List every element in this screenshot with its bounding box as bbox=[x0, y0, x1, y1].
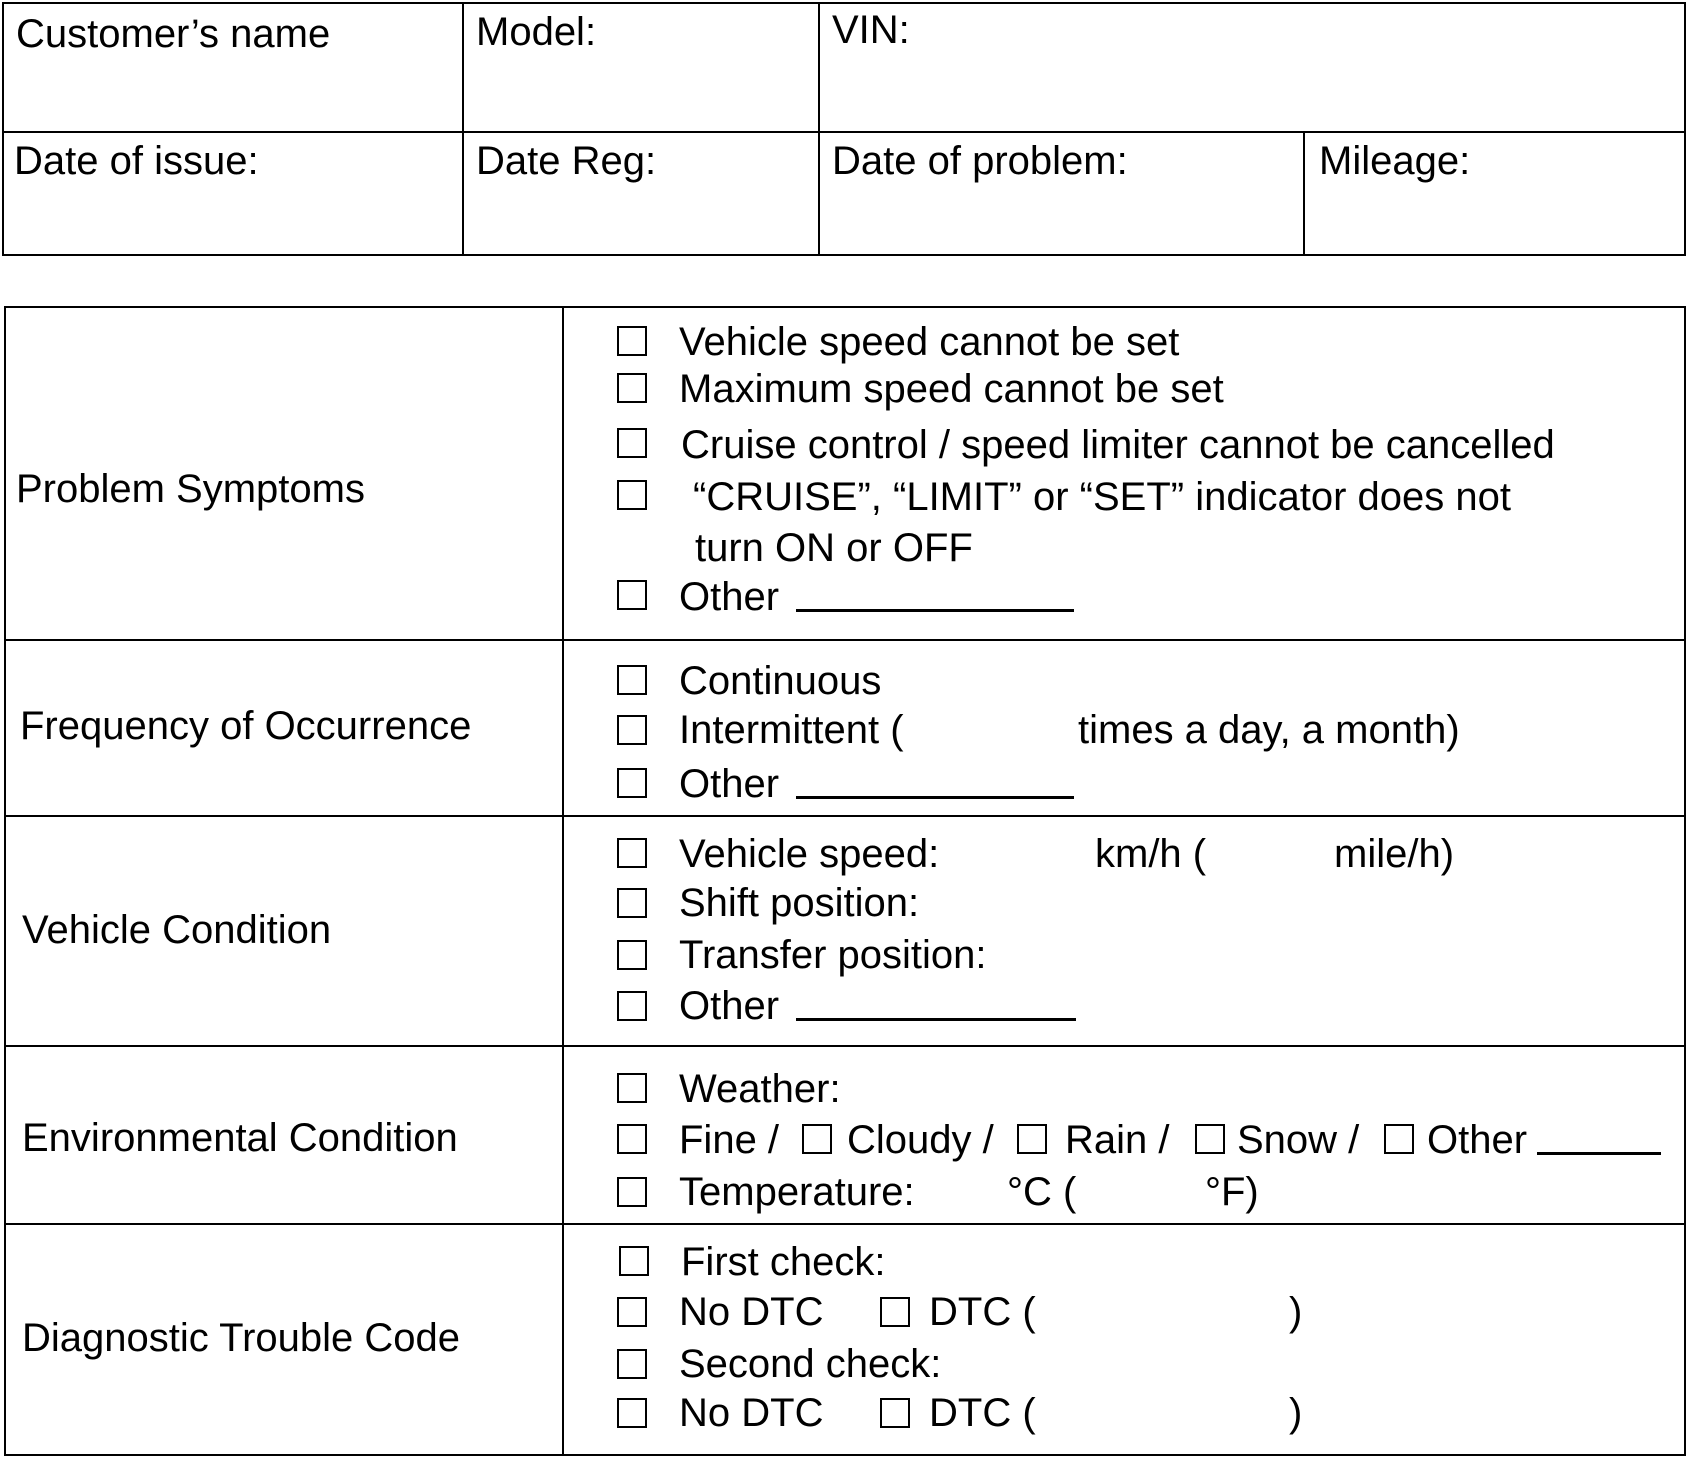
env-checkbox-temperature[interactable] bbox=[617, 1177, 647, 1207]
vehicle-checkbox-shift[interactable] bbox=[617, 888, 647, 918]
vehicle-speed-kmh: km/h ( bbox=[1095, 832, 1207, 876]
dtc-second-check: Second check: bbox=[679, 1342, 942, 1386]
env-checkbox-cloudy[interactable] bbox=[802, 1124, 832, 1154]
header-col-1 bbox=[462, 2, 464, 256]
row-divider-3 bbox=[4, 1045, 1686, 1047]
symptom-other-blank[interactable] bbox=[796, 609, 1074, 612]
vehicle-shift: Shift position: bbox=[679, 881, 920, 925]
symptom-item-1: Vehicle speed cannot be set bbox=[679, 320, 1180, 364]
frequency-checkbox-continuous[interactable] bbox=[617, 665, 647, 695]
dtc-checkbox-first-no-dtc[interactable] bbox=[617, 1297, 647, 1327]
date-of-issue-field[interactable]: Date of issue: bbox=[14, 139, 259, 183]
frequency-title: Frequency of Occurrence bbox=[20, 704, 472, 748]
header-divider bbox=[2, 131, 1686, 133]
symptom-item-4-cont: turn ON or OFF bbox=[695, 526, 973, 570]
dtc-first-check: First check: bbox=[681, 1240, 886, 1284]
env-other: Other bbox=[1427, 1118, 1528, 1162]
frequency-intermittent-unit: times a day, a month) bbox=[1078, 708, 1460, 752]
dtc-first-no-dtc: No DTC bbox=[679, 1290, 824, 1334]
dtc-checkbox-second-no-dtc[interactable] bbox=[617, 1398, 647, 1428]
env-other-blank[interactable] bbox=[1537, 1152, 1661, 1155]
dtc-first-dtc: DTC ( bbox=[929, 1290, 1036, 1334]
symptom-checkbox-4[interactable] bbox=[617, 480, 647, 510]
row-divider-1 bbox=[4, 639, 1686, 641]
header-col-3 bbox=[1303, 131, 1305, 256]
vehicle-checkbox-speed[interactable] bbox=[617, 838, 647, 868]
model-field[interactable]: Model: bbox=[476, 10, 597, 54]
customer-name-field[interactable]: Customer’s name bbox=[16, 12, 331, 56]
header-table bbox=[2, 2, 1686, 256]
checklist-table bbox=[4, 306, 1686, 1456]
mileage-field[interactable]: Mileage: bbox=[1319, 139, 1471, 183]
vehicle-speed: Vehicle speed: bbox=[679, 832, 940, 876]
date-reg-field[interactable]: Date Reg: bbox=[476, 139, 657, 183]
date-of-problem-field[interactable]: Date of problem: bbox=[832, 139, 1128, 183]
env-rain: Rain / bbox=[1065, 1118, 1170, 1162]
row-divider-4 bbox=[4, 1223, 1686, 1225]
dtc-checkbox-first-dtc[interactable] bbox=[880, 1297, 910, 1327]
vin-field[interactable]: VIN: bbox=[832, 8, 910, 52]
symptom-item-2: Maximum speed cannot be set bbox=[679, 367, 1224, 411]
frequency-other-blank[interactable] bbox=[796, 796, 1074, 799]
frequency-checkbox-other[interactable] bbox=[617, 768, 647, 798]
env-temperature: Temperature: bbox=[679, 1170, 915, 1214]
vehicle-checkbox-other[interactable] bbox=[617, 991, 647, 1021]
dtc-second-close-paren: ) bbox=[1289, 1391, 1303, 1435]
env-weather: Weather: bbox=[679, 1067, 841, 1111]
symptom-item-other: Other bbox=[679, 575, 780, 619]
vehicle-transfer: Transfer position: bbox=[679, 933, 987, 977]
symptom-item-3: Cruise control / speed limiter cannot be… bbox=[681, 423, 1555, 467]
env-cloudy: Cloudy / bbox=[847, 1118, 994, 1162]
vehicle-other: Other bbox=[679, 984, 780, 1028]
env-fine: Fine / bbox=[679, 1118, 780, 1162]
env-checkbox-rain[interactable] bbox=[1017, 1124, 1047, 1154]
vehicle-other-blank[interactable] bbox=[796, 1018, 1076, 1021]
vehicle-condition-title: Vehicle Condition bbox=[22, 908, 332, 952]
env-fahrenheit: °F) bbox=[1205, 1170, 1259, 1214]
env-checkbox-weather[interactable] bbox=[617, 1073, 647, 1103]
symptom-item-4: “CRUISE”, “LIMIT” or “SET” indicator doe… bbox=[693, 475, 1511, 519]
problem-symptoms-title: Problem Symptoms bbox=[16, 467, 365, 511]
dtc-title: Diagnostic Trouble Code bbox=[22, 1316, 461, 1360]
dtc-second-dtc: DTC ( bbox=[929, 1391, 1036, 1435]
vehicle-speed-mileh: mile/h) bbox=[1334, 832, 1455, 876]
frequency-continuous: Continuous bbox=[679, 659, 882, 703]
env-celsius: °C ( bbox=[1007, 1170, 1077, 1214]
env-checkbox-other[interactable] bbox=[1384, 1124, 1414, 1154]
dtc-second-no-dtc: No DTC bbox=[679, 1391, 824, 1435]
symptom-checkbox-3[interactable] bbox=[617, 428, 647, 458]
vehicle-checkbox-transfer[interactable] bbox=[617, 940, 647, 970]
symptom-checkbox-1[interactable] bbox=[617, 326, 647, 356]
env-checkbox-snow[interactable] bbox=[1195, 1124, 1225, 1154]
dtc-checkbox-first-check[interactable] bbox=[619, 1246, 649, 1276]
dtc-checkbox-second-check[interactable] bbox=[617, 1349, 647, 1379]
frequency-other: Other bbox=[679, 762, 780, 806]
checklist-col-divider bbox=[562, 306, 564, 1456]
row-divider-2 bbox=[4, 815, 1686, 817]
dtc-first-close-paren: ) bbox=[1289, 1290, 1303, 1334]
frequency-intermittent: Intermittent ( bbox=[679, 708, 904, 752]
dtc-checkbox-second-dtc[interactable] bbox=[880, 1398, 910, 1428]
symptom-checkbox-2[interactable] bbox=[617, 373, 647, 403]
env-snow: Snow / bbox=[1237, 1118, 1360, 1162]
header-col-2 bbox=[818, 2, 820, 256]
symptom-checkbox-other[interactable] bbox=[617, 580, 647, 610]
env-checkbox-fine[interactable] bbox=[617, 1124, 647, 1154]
frequency-checkbox-intermittent[interactable] bbox=[617, 715, 647, 745]
environmental-title: Environmental Condition bbox=[22, 1116, 458, 1160]
